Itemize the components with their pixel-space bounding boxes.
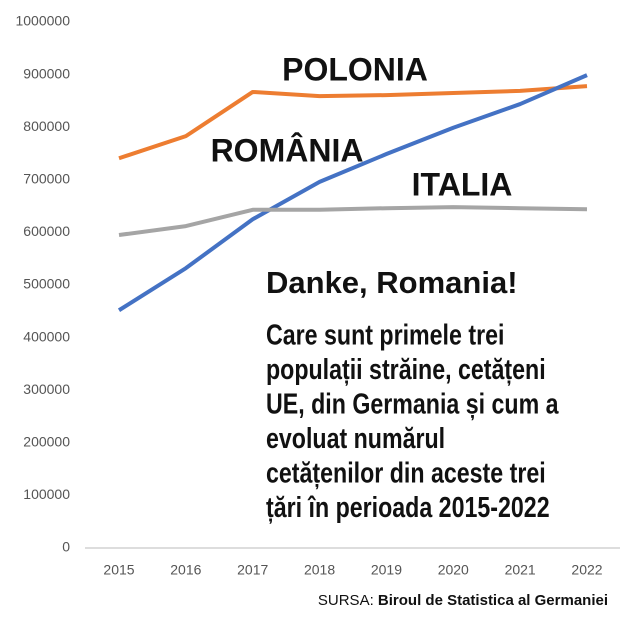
y-tick-label: 400000 <box>23 328 70 344</box>
x-tick-label: 2022 <box>571 562 602 578</box>
x-tick-label: 2019 <box>371 562 402 578</box>
x-tick-label: 2018 <box>304 562 335 578</box>
series-line <box>118 84 588 161</box>
subtitle-line: Care sunt primele trei <box>266 318 504 351</box>
x-tick-label: 2017 <box>237 562 268 578</box>
chart-title: Danke, Romania! <box>266 265 518 300</box>
subtitle-line: populații străine, cetățeni <box>266 353 546 386</box>
y-tick-label: 700000 <box>23 171 70 187</box>
series-line <box>118 205 588 238</box>
subtitle-line: evoluat numărul <box>266 422 445 455</box>
source-label: SURSA: <box>318 592 374 609</box>
series-label: ITALIA <box>412 166 513 202</box>
y-tick-label: 800000 <box>23 118 70 134</box>
x-tick-label: 2015 <box>103 562 134 578</box>
y-tick-label: 600000 <box>23 223 70 239</box>
y-tick-label: 500000 <box>23 276 70 292</box>
x-tick-label: 2020 <box>438 562 469 578</box>
y-tick-label: 300000 <box>23 381 70 397</box>
source: SURSA: Biroul de Statistica al Germaniei <box>318 592 608 609</box>
x-tick-label: 2021 <box>505 562 536 578</box>
subtitle-line: UE, din Germania și cum a <box>266 387 559 420</box>
y-tick-label: 900000 <box>23 65 70 81</box>
series-label: POLONIA <box>282 51 428 87</box>
y-tick-label: 1000000 <box>15 13 70 29</box>
series-line <box>117 73 588 312</box>
source-text: Biroul de Statistica al Germaniei <box>378 592 608 609</box>
y-tick-label: 100000 <box>23 486 70 502</box>
x-tick-label: 2016 <box>170 562 201 578</box>
subtitle-line: țări în perioada 2015-2022 <box>266 491 550 524</box>
y-tick-label: 200000 <box>23 434 70 450</box>
subtitle-line: cetățenilor din aceste trei <box>266 456 546 489</box>
series-label: ROMÂNIA <box>211 132 364 168</box>
y-tick-label: 0 <box>62 539 70 555</box>
